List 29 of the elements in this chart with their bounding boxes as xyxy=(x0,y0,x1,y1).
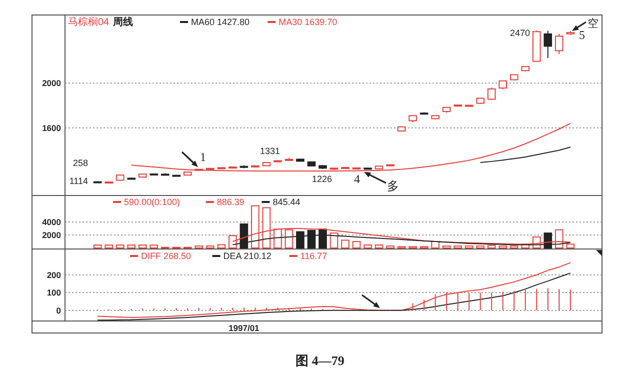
legend-label: MA60 1427.80 xyxy=(191,17,250,27)
x-tick-label: 1997/01 xyxy=(228,323,260,333)
text: 258 xyxy=(72,158,88,168)
legend-label: 590.00(0:100) xyxy=(124,197,180,207)
text: 空 xyxy=(588,17,598,30)
annotation: 多 xyxy=(387,179,399,193)
y-tick-label: 100 xyxy=(46,288,62,298)
chart-title: 马棕榈04 xyxy=(68,16,110,28)
legend-label: MA30 1639.70 xyxy=(278,17,338,27)
annotation: 4 xyxy=(354,172,360,186)
annotation: 1331 xyxy=(260,146,280,156)
legend-label: 886.39 xyxy=(216,197,244,207)
y-tick-label: 2000 xyxy=(42,230,62,240)
annotation: 1226 xyxy=(312,174,332,184)
y-tick-label: 4000 xyxy=(42,216,62,227)
annotation: 1 xyxy=(200,150,206,164)
annotation: 2470 xyxy=(510,28,530,38)
legend-label: 116.77 xyxy=(300,251,328,261)
legend-label: 845.44 xyxy=(272,197,300,207)
y-tick-label: 200 xyxy=(46,270,62,280)
legend-label: DEA 210.12 xyxy=(223,251,272,261)
chart-subtitle: 周线 xyxy=(112,16,133,28)
y-tick-label: 0 xyxy=(56,305,62,316)
text: 1114 xyxy=(69,176,88,186)
text: 5 xyxy=(579,28,585,42)
y-tick-label: 1600 xyxy=(42,122,62,133)
y-tick-label: 2000 xyxy=(42,78,62,88)
legend-label: DIFF 268.50 xyxy=(141,251,192,261)
caption: 图 4—79 xyxy=(296,353,345,368)
